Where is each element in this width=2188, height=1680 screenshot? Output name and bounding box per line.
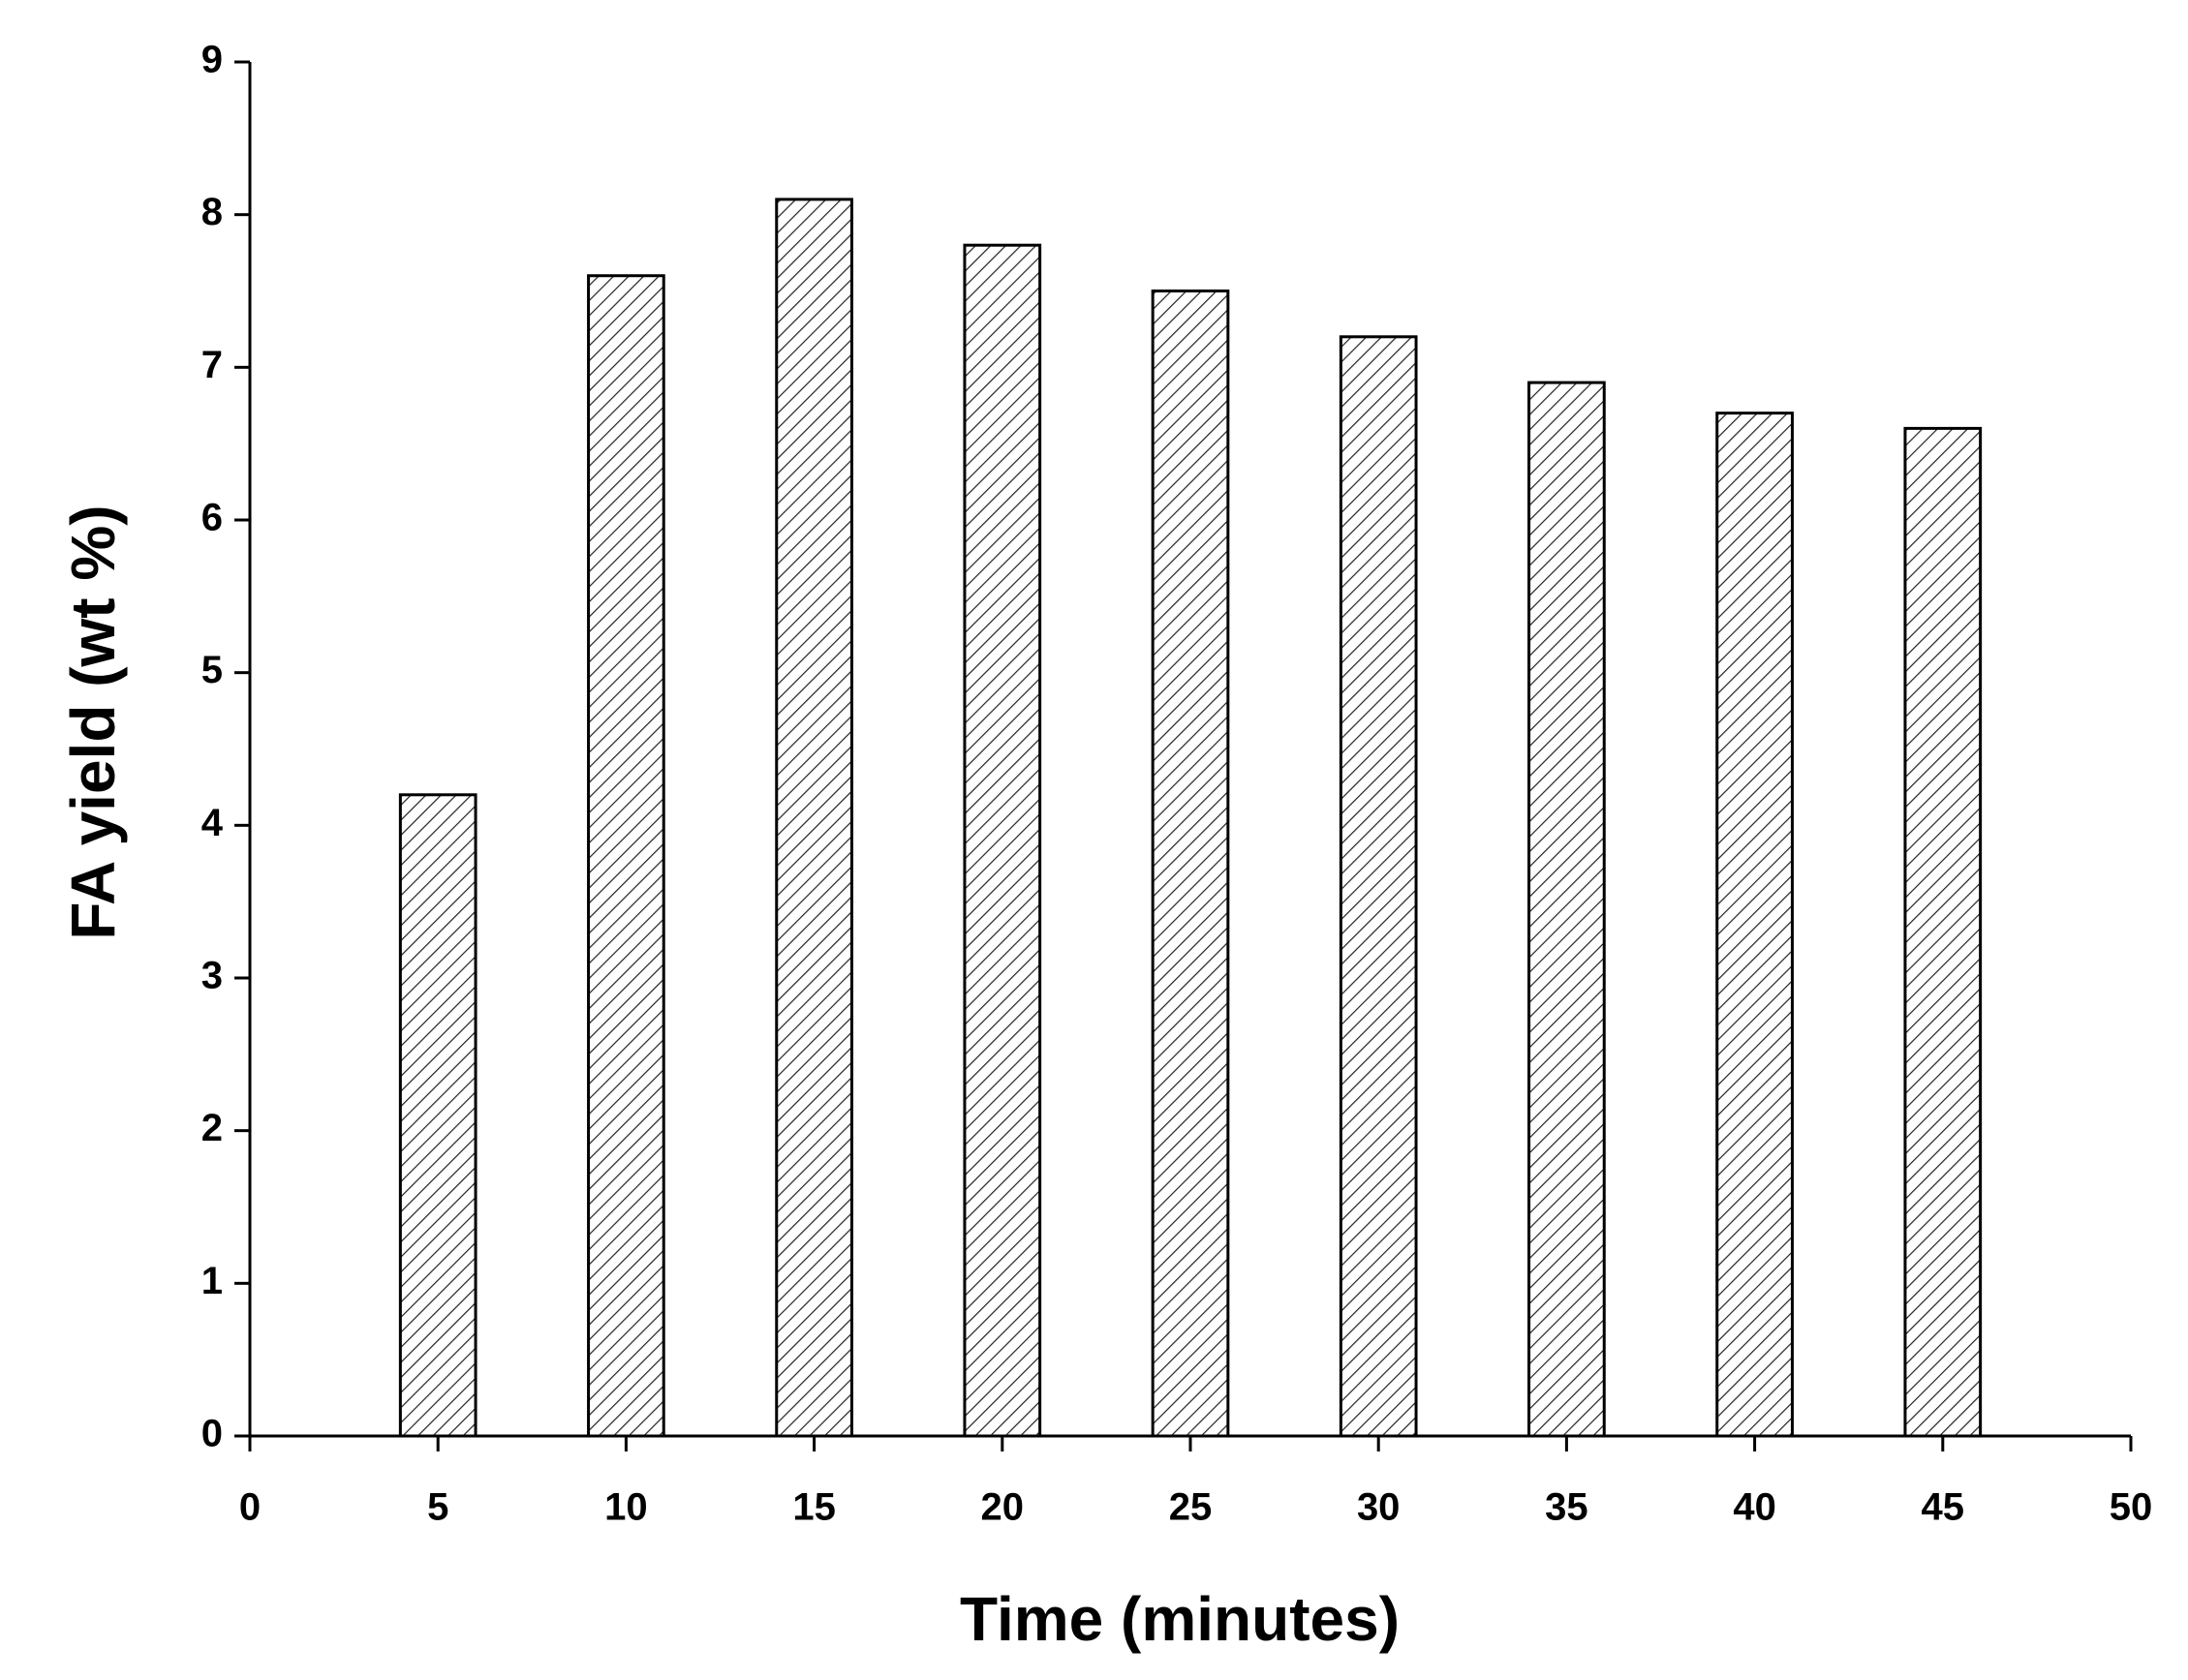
y-tick-label: 1 [201, 1260, 223, 1302]
x-axis-title: Time (minutes) [960, 1584, 1400, 1654]
x-tick-label: 20 [981, 1486, 1025, 1529]
y-tick-label: 6 [201, 497, 223, 539]
x-tick-label: 15 [792, 1486, 836, 1529]
y-tick-label: 2 [201, 1107, 223, 1149]
bar [587, 274, 665, 1438]
y-tick-label: 3 [201, 955, 223, 997]
x-tick-label: 50 [2110, 1486, 2153, 1529]
y-tick-label: 8 [201, 191, 223, 233]
y-tick-label: 9 [201, 39, 223, 81]
x-tick-label: 0 [239, 1486, 261, 1529]
bar [1151, 290, 1230, 1438]
bar [963, 243, 1042, 1438]
y-tick-label: 0 [201, 1413, 223, 1455]
x-tick-label: 40 [1733, 1486, 1776, 1529]
x-tick-label: 25 [1169, 1486, 1213, 1529]
bar [398, 793, 478, 1438]
x-tick-label: 5 [427, 1486, 448, 1529]
bar [1527, 381, 1606, 1438]
bar [1715, 412, 1794, 1438]
y-tick-label: 4 [201, 802, 224, 844]
y-tick-label: 7 [201, 344, 223, 386]
bar [1903, 426, 1983, 1438]
x-tick-label: 30 [1357, 1486, 1401, 1529]
bar [1339, 335, 1418, 1438]
y-tick-label: 5 [201, 649, 223, 691]
x-tick-label: 35 [1545, 1486, 1588, 1529]
y-axis-title: FA yield (wt %) [58, 504, 128, 939]
bar [775, 198, 853, 1438]
x-tick-label: 45 [1922, 1486, 1965, 1529]
x-tick-label: 10 [604, 1486, 648, 1529]
